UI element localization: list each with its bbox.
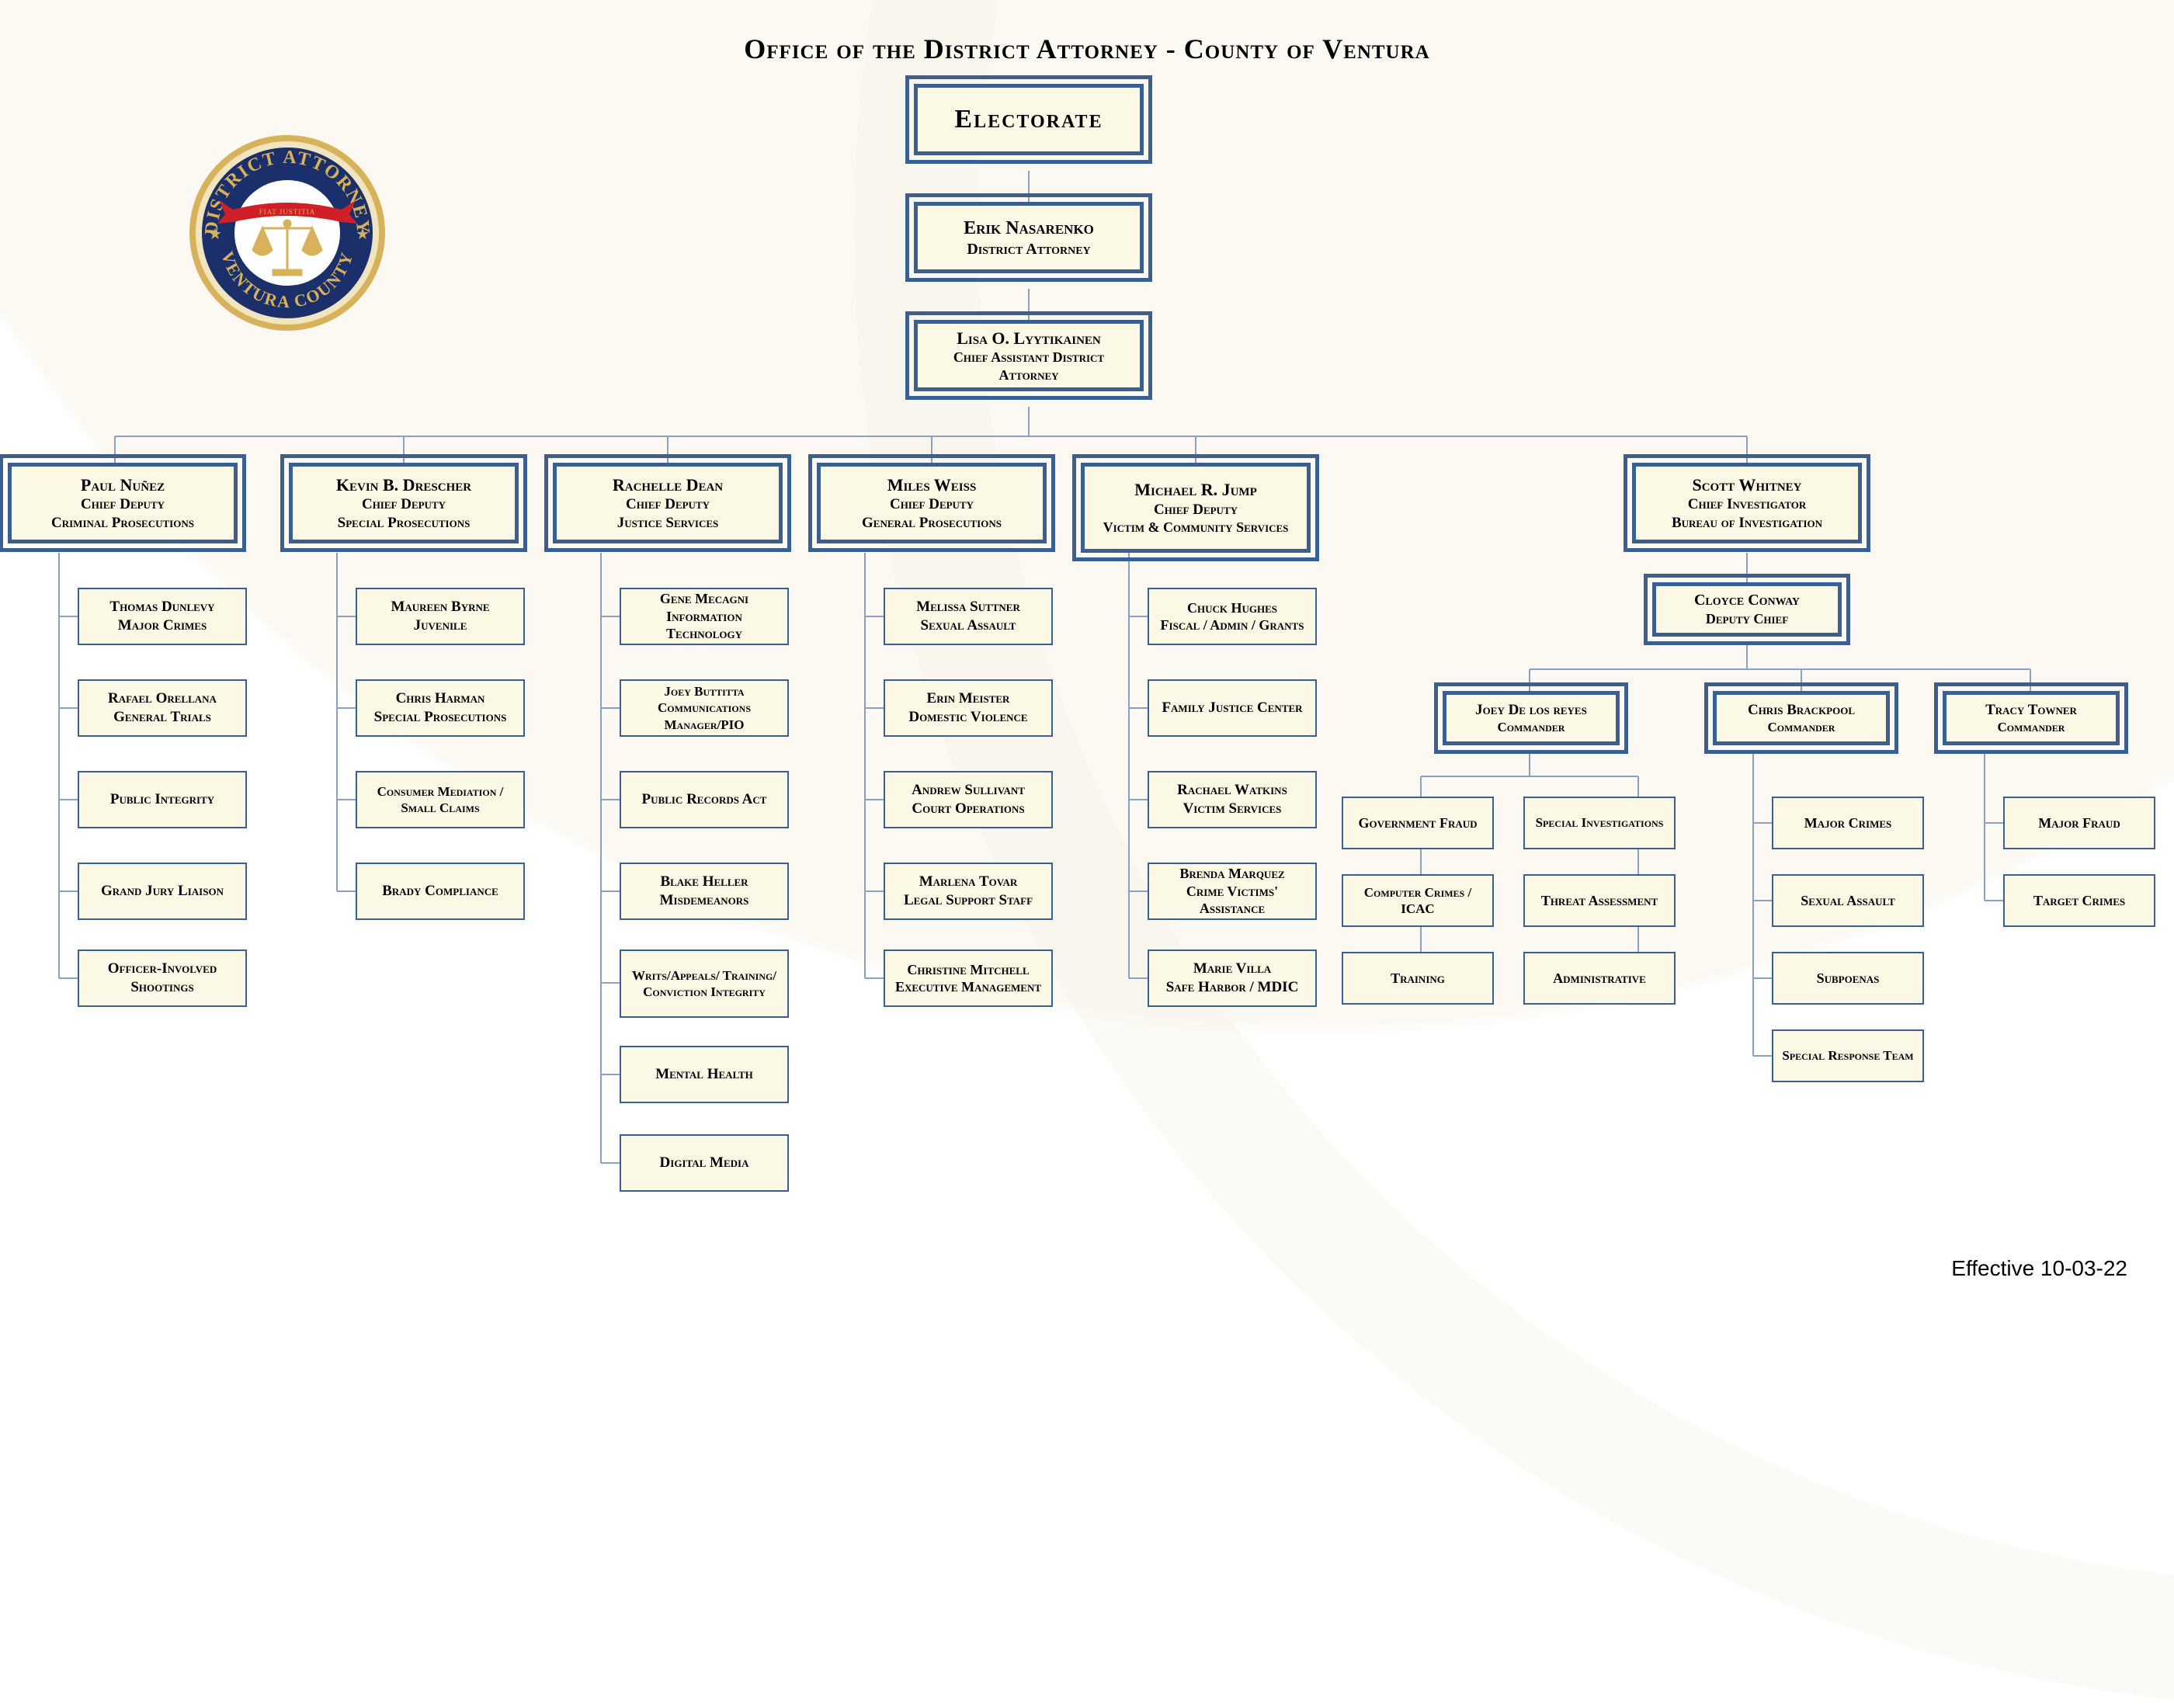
deputy-justice-services: Rachelle Dean Chief Deputy Justice Servi… bbox=[553, 463, 783, 543]
unit-inv-major-crimes: Major Crimes bbox=[1772, 797, 1924, 849]
da-title: District Attorney bbox=[967, 240, 1090, 259]
district-attorney-box: Erik Nasarenko District Attorney bbox=[914, 202, 1144, 273]
chief-investigator: Scott Whitney Chief Investigator Bureau … bbox=[1632, 463, 1862, 543]
commander-2: Tracy Towner Commander bbox=[1943, 691, 2120, 745]
unit-mental-health: Mental Health bbox=[620, 1046, 789, 1103]
unit-threat-assessment: Threat Assessment bbox=[1523, 874, 1676, 927]
unit-officer-involved-shootings: Officer-Involved Shootings bbox=[78, 949, 247, 1007]
unit-government-fraud: Government Fraud bbox=[1342, 797, 1494, 849]
commander-0: Joey De los reyes Commander bbox=[1443, 691, 1620, 745]
unit-special-response-team: Special Response Team bbox=[1772, 1029, 1924, 1082]
deputy-victim-community: Michael R. Jump Chief Deputy Victim & Co… bbox=[1081, 463, 1311, 553]
deputy-special-prosecutions: Kevin B. Drescher Chief Deputy Special P… bbox=[289, 463, 519, 543]
unit-grand-jury-liaison: Grand Jury Liaison bbox=[78, 863, 247, 920]
unit-communications-pio: Joey ButtittaCommunications Manager/PIO bbox=[620, 679, 789, 737]
unit-target-crimes: Target Crimes bbox=[2003, 874, 2155, 927]
unit-juvenile: Maureen ByrneJuvenile bbox=[356, 588, 525, 645]
unit-special-investigations: Special Investigations bbox=[1523, 797, 1676, 849]
unit-info-tech: Gene MecagniInformation Technology bbox=[620, 588, 789, 645]
unit-inv-sexual-assault: Sexual Assault bbox=[1772, 874, 1924, 927]
unit-general-trials: Rafael OrellanaGeneral Trials bbox=[78, 679, 247, 737]
deputy-criminal-prosecutions: Paul Nuñez Chief Deputy Criminal Prosecu… bbox=[8, 463, 238, 543]
svg-text:★: ★ bbox=[208, 226, 222, 243]
unit-public-records: Public Records Act bbox=[620, 771, 789, 828]
unit-training: Training bbox=[1342, 952, 1494, 1005]
cada-name: Lisa O. Lyytikainen bbox=[957, 328, 1101, 349]
unit-domestic-violence: Erin MeisterDomestic Violence bbox=[884, 679, 1053, 737]
unit-legal-support-staff: Marlena TovarLegal Support Staff bbox=[884, 863, 1053, 920]
unit-administrative: Administrative bbox=[1523, 952, 1676, 1005]
unit-major-crimes: Thomas DunlevyMajor Crimes bbox=[78, 588, 247, 645]
unit-court-operations: Andrew SullivantCourt Operations bbox=[884, 771, 1053, 828]
chief-assistant-da-box: Lisa O. Lyytikainen Chief Assistant Dist… bbox=[914, 320, 1144, 391]
unit-misdemeanors: Blake HellerMisdemeanors bbox=[620, 863, 789, 920]
unit-computer-crimes-icac: Computer Crimes / ICAC bbox=[1342, 874, 1494, 927]
svg-text:★: ★ bbox=[356, 226, 370, 243]
commander-1: Chris Brackpool Commander bbox=[1713, 691, 1890, 745]
unit-digital-media: Digital Media bbox=[620, 1134, 789, 1192]
unit-safe-harbor-mdic: Marie VillaSafe Harbor / MDIC bbox=[1148, 949, 1317, 1007]
unit-subpoenas: Subpoenas bbox=[1772, 952, 1924, 1005]
unit-family-justice-center: Family Justice Center bbox=[1148, 679, 1317, 737]
unit-consumer-mediation: Consumer Mediation / Small Claims bbox=[356, 771, 525, 828]
da-name: Erik Nasarenko bbox=[964, 217, 1094, 240]
da-seal: DISTRICT ATTORNEY VENTURA COUNTY ★ ★ FIA… bbox=[186, 132, 388, 334]
electorate-box: Electorate bbox=[914, 84, 1144, 155]
unit-crime-victims-assistance: Brenda MarquezCrime Victims' Assistance bbox=[1148, 863, 1317, 920]
unit-major-fraud: Major Fraud bbox=[2003, 797, 2155, 849]
unit-writs-appeals-training: Writs/Appeals/ Training/ Conviction Inte… bbox=[620, 949, 789, 1018]
unit-public-integrity: Public Integrity bbox=[78, 771, 247, 828]
deputy-general-prosecutions: Miles Weiss Chief Deputy General Prosecu… bbox=[817, 463, 1047, 543]
unit-victim-services: Rachael WatkinsVictim Services bbox=[1148, 771, 1317, 828]
cada-title: Chief Assistant District Attorney bbox=[924, 349, 1134, 384]
unit-brady-compliance: Brady Compliance bbox=[356, 863, 525, 920]
unit-fiscal-admin-grants: Chuck HughesFiscal / Admin / Grants bbox=[1148, 588, 1317, 645]
svg-text:FIAT JUSTITIA: FIAT JUSTITIA bbox=[259, 208, 316, 216]
deputy-chief-box: Cloyce Conway Deputy Chief bbox=[1652, 582, 1842, 637]
unit-sexual-assault: Melissa SuttnerSexual Assault bbox=[884, 588, 1053, 645]
effective-date: Effective 10-03-22 bbox=[1951, 1256, 2127, 1281]
unit-special-prosecutions: Chris HarmanSpecial Prosecutions bbox=[356, 679, 525, 737]
page-title: Office of the District Attorney - County… bbox=[744, 33, 1429, 65]
electorate-label: Electorate bbox=[954, 103, 1103, 137]
unit-executive-management: Christine MitchellExecutive Management bbox=[884, 949, 1053, 1007]
